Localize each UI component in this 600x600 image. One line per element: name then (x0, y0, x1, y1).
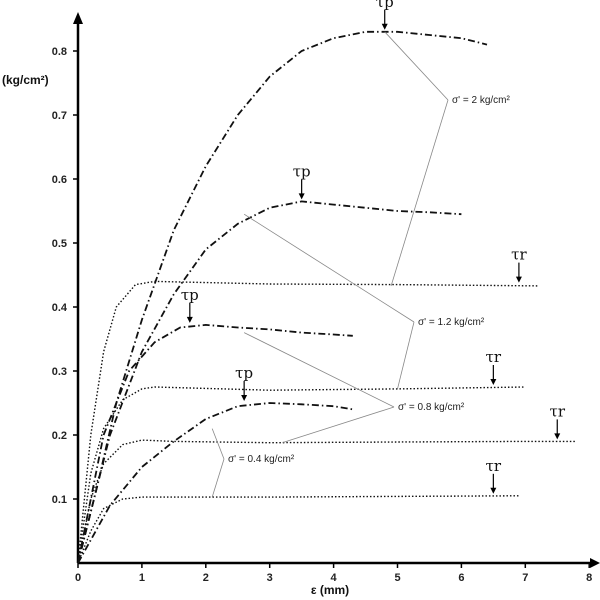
x-tick-label: 3 (267, 572, 273, 584)
tau-r-marker-1-label: τr (486, 348, 502, 366)
x-tick-label: 6 (458, 572, 464, 584)
x-tick-label: 1 (139, 572, 145, 584)
peak-curve-0 (77, 30, 488, 564)
tau-p-marker-2-arrowhead (186, 316, 193, 323)
tau-p-marker-3-label: τp (235, 364, 253, 382)
leader-line-0-1 (390, 99, 449, 286)
y-axis-title: (kg/cm²) (2, 73, 49, 87)
x-tick-label: 7 (522, 572, 528, 584)
y-tick-label: 0.2 (52, 430, 67, 442)
peak-curve-3 (77, 402, 353, 564)
tau-p-marker-3-arrowhead (241, 395, 248, 401)
tau-r-marker-1-arrowhead (490, 379, 497, 385)
tau-r-marker-2-label: τr (550, 402, 566, 420)
y-tick-label: 0.1 (52, 494, 67, 506)
y-ticks: 0.1 0.2 0.3 0.4 0.5 0.6 0.7 0.8 (52, 46, 78, 506)
tau-r-marker-3-arrowhead (490, 487, 497, 494)
x-tick-label: 4 (331, 572, 338, 584)
leader-line-0-0 (384, 31, 449, 101)
y-tick-label: 0.7 (52, 110, 67, 122)
y-tick-label: 0.4 (52, 302, 68, 314)
residual-curve-1 (77, 386, 526, 564)
y-tick-label: 0.8 (52, 46, 67, 58)
series-layer (77, 30, 577, 564)
tau-p-marker-2-label: τp (181, 286, 199, 304)
y-axis-arrow (73, 12, 83, 24)
series-annotation-1: σ' = 1.2 kg/cm² (418, 317, 485, 328)
annotation-leaders (211, 31, 449, 498)
leader-line-2-1 (282, 406, 395, 444)
tau-r-marker-0-arrowhead (515, 276, 522, 283)
y-tick-label: 0.6 (52, 174, 67, 186)
x-tick-label: 8 (586, 572, 592, 584)
series-annotation-3: σ' = 0.4 kg/cm² (228, 454, 295, 465)
residual-curve-3 (77, 495, 519, 564)
x-axis-title: ε (mm) (311, 583, 349, 597)
x-axis-arrow (590, 558, 600, 568)
series-annotation-0: σ' = 2 kg/cm² (452, 95, 510, 106)
x-ticks: 0 1 2 3 4 5 6 7 8 (75, 563, 592, 584)
series-annotations: σ' = 2 kg/cm² σ' = 1.2 kg/cm² σ' = 0.8 kg/… (228, 95, 510, 465)
tau-r-marker-3-label: τr (486, 457, 502, 475)
leader-line-1-1 (397, 321, 415, 390)
x-tick-label: 0 (75, 572, 81, 584)
series-annotation-2: σ' = 0.8 kg/cm² (398, 402, 465, 413)
y-tick-label: 0.5 (52, 238, 67, 250)
stress-markers: τp τr τp τr τp τr τp τr (181, 0, 566, 494)
leader-line-3-0 (211, 428, 225, 460)
x-tick-label: 5 (394, 572, 400, 584)
tau-p-marker-0-arrowhead (381, 23, 388, 30)
leader-line-1-0 (243, 213, 415, 323)
x-tick-label: 2 (203, 572, 209, 584)
peak-curve-2 (77, 323, 353, 564)
tau-p-marker-1-arrowhead (298, 193, 305, 200)
residual-curve-2 (77, 439, 577, 564)
tau-r-marker-2-arrowhead (554, 433, 561, 440)
peak-curve-1 (77, 200, 462, 564)
leader-line-3-1 (211, 458, 225, 498)
y-tick-label: 0.3 (52, 366, 67, 378)
leader-line-2-0 (243, 332, 395, 408)
axes (73, 12, 600, 568)
tau-p-marker-1-label: τp (293, 162, 311, 180)
tau-r-marker-0-label: τr (511, 246, 527, 264)
tau-p-marker-0-label: τp (376, 0, 394, 11)
